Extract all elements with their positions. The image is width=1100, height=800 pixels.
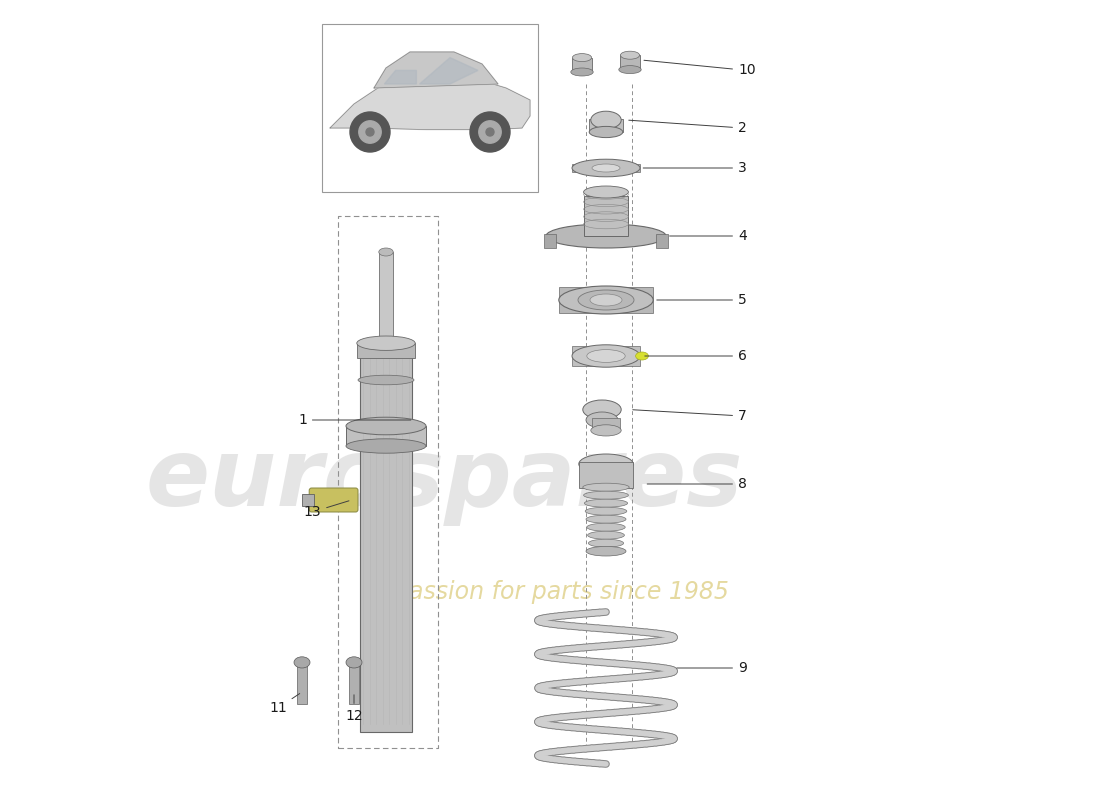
- Ellipse shape: [590, 294, 621, 306]
- Circle shape: [350, 112, 390, 152]
- Ellipse shape: [636, 352, 648, 360]
- Polygon shape: [384, 70, 417, 84]
- Ellipse shape: [583, 483, 629, 491]
- Ellipse shape: [346, 438, 426, 453]
- Ellipse shape: [585, 507, 627, 515]
- Text: 6: 6: [645, 349, 747, 363]
- Text: 10: 10: [644, 60, 756, 78]
- Ellipse shape: [587, 531, 625, 539]
- Bar: [620, 55, 639, 70]
- Ellipse shape: [378, 248, 393, 256]
- Ellipse shape: [586, 523, 625, 531]
- Bar: [656, 234, 669, 248]
- Bar: [584, 196, 628, 236]
- Circle shape: [366, 128, 374, 136]
- Ellipse shape: [572, 345, 640, 367]
- Polygon shape: [374, 52, 498, 88]
- Ellipse shape: [586, 412, 618, 428]
- Ellipse shape: [559, 286, 653, 314]
- Bar: [360, 348, 412, 732]
- Text: 2: 2: [629, 120, 747, 135]
- Ellipse shape: [584, 186, 628, 198]
- Bar: [572, 164, 639, 172]
- Ellipse shape: [572, 159, 640, 177]
- Bar: [356, 343, 415, 358]
- Circle shape: [359, 121, 382, 143]
- Ellipse shape: [583, 400, 621, 419]
- Ellipse shape: [591, 425, 622, 436]
- Ellipse shape: [294, 657, 310, 668]
- Circle shape: [486, 128, 494, 136]
- Bar: [590, 119, 623, 132]
- Ellipse shape: [586, 546, 626, 556]
- Bar: [297, 664, 307, 704]
- Ellipse shape: [592, 164, 620, 172]
- Ellipse shape: [619, 66, 641, 74]
- Circle shape: [470, 112, 510, 152]
- Ellipse shape: [588, 539, 624, 547]
- Text: 13: 13: [304, 501, 349, 519]
- Bar: [579, 462, 634, 488]
- Polygon shape: [419, 58, 478, 84]
- Ellipse shape: [620, 51, 639, 59]
- Ellipse shape: [591, 111, 622, 129]
- Bar: [346, 426, 426, 446]
- Ellipse shape: [579, 454, 634, 474]
- Ellipse shape: [590, 126, 623, 138]
- Ellipse shape: [358, 375, 414, 385]
- Bar: [543, 234, 557, 248]
- Ellipse shape: [546, 224, 666, 248]
- Text: 4: 4: [670, 229, 747, 243]
- FancyBboxPatch shape: [309, 488, 358, 512]
- Ellipse shape: [586, 515, 626, 523]
- Bar: [559, 287, 653, 313]
- Text: 12: 12: [345, 694, 363, 723]
- Text: eurospares: eurospares: [145, 434, 744, 526]
- Ellipse shape: [571, 68, 593, 76]
- Polygon shape: [330, 76, 530, 130]
- Bar: [572, 346, 639, 366]
- Text: 5: 5: [657, 293, 747, 307]
- Ellipse shape: [586, 350, 625, 362]
- Bar: [378, 252, 393, 348]
- Bar: [572, 58, 592, 72]
- Circle shape: [478, 121, 502, 143]
- Ellipse shape: [356, 336, 415, 350]
- Text: a passion for parts since 1985: a passion for parts since 1985: [372, 580, 728, 604]
- Text: 3: 3: [644, 161, 747, 175]
- Text: 8: 8: [647, 477, 747, 491]
- Bar: [322, 24, 538, 192]
- Text: 9: 9: [676, 661, 747, 675]
- Ellipse shape: [572, 54, 592, 62]
- Text: 11: 11: [270, 694, 299, 715]
- Bar: [302, 494, 313, 506]
- Ellipse shape: [584, 491, 628, 499]
- Ellipse shape: [578, 290, 634, 310]
- Ellipse shape: [584, 499, 628, 507]
- Ellipse shape: [346, 657, 362, 668]
- Text: 1: 1: [298, 413, 410, 427]
- Bar: [592, 418, 619, 430]
- Bar: [349, 664, 359, 704]
- Text: 7: 7: [632, 409, 747, 423]
- Ellipse shape: [346, 418, 426, 435]
